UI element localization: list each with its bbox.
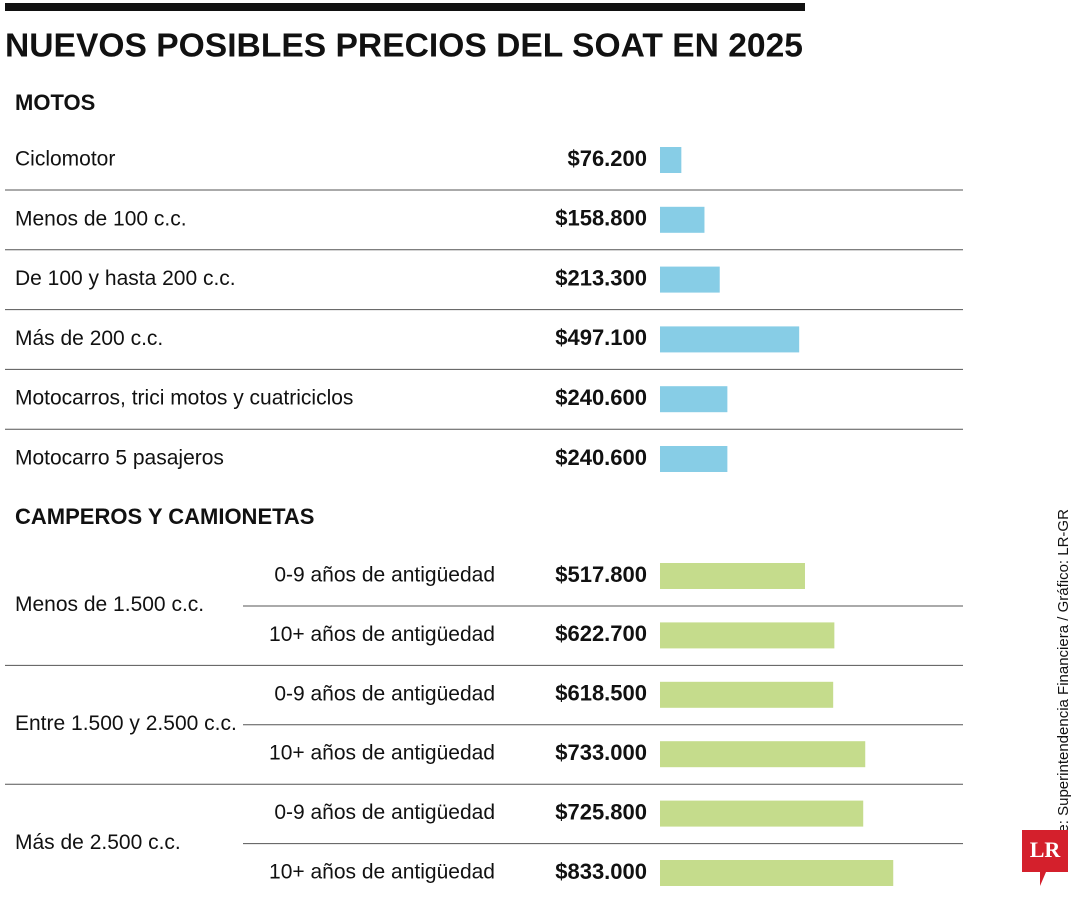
bar <box>660 147 682 173</box>
value-label: $622.700 <box>555 621 647 646</box>
bar <box>660 206 705 233</box>
group-label: Más de 2.500 c.c. <box>15 831 181 854</box>
bar <box>660 741 866 768</box>
value-label: $240.600 <box>555 385 647 410</box>
logo-box <box>1022 830 1068 886</box>
row-label: Menos de 100 c.c. <box>15 207 187 230</box>
bar <box>660 386 728 413</box>
row-label: 0-9 años de antigüedad <box>274 564 495 587</box>
value-label: $213.300 <box>555 265 647 290</box>
bar <box>660 860 894 886</box>
bar <box>660 800 864 827</box>
value-label: $733.000 <box>555 740 647 765</box>
top-rule <box>5 3 805 11</box>
row-label: Más de 200 c.c. <box>15 327 163 350</box>
row-label: 10+ años de antigüedad <box>269 742 495 765</box>
value-label: $240.600 <box>555 445 647 470</box>
row-label: Motocarro 5 pasajeros <box>15 447 224 470</box>
bar <box>660 266 720 293</box>
value-label: $618.500 <box>555 681 647 706</box>
value-label: $725.800 <box>555 799 647 824</box>
row-label: 10+ años de antigüedad <box>269 623 495 646</box>
row-label: 0-9 años de antigüedad <box>274 682 495 705</box>
bar <box>660 563 805 589</box>
bar <box>660 681 834 708</box>
value-label: $833.000 <box>555 859 647 884</box>
row-label: 10+ años de antigüedad <box>269 861 495 884</box>
bar <box>660 622 835 649</box>
logo: LR <box>1030 837 1062 862</box>
bar <box>660 446 728 472</box>
value-label: $158.800 <box>555 206 647 231</box>
value-label: $76.200 <box>567 146 647 171</box>
bar <box>660 326 800 353</box>
row-label: De 100 y hasta 200 c.c. <box>15 267 236 290</box>
section-title: MOTOS <box>15 90 95 115</box>
row-label: 0-9 años de antigüedad <box>274 801 495 824</box>
group-label: Entre 1.500 y 2.500 c.c. <box>15 712 237 735</box>
row-label: Ciclomotor <box>15 148 115 171</box>
chart-title: NUEVOS POSIBLES PRECIOS DEL SOAT EN 2025 <box>5 27 803 64</box>
value-label: $497.100 <box>555 325 647 350</box>
row-label: Motocarros, trici motos y cuatriciclos <box>15 387 353 410</box>
source: Fuente: Superintendencia Financiera / Gr… <box>1055 509 1072 871</box>
value-label: $517.800 <box>555 562 647 587</box>
group-label: Menos de 1.500 c.c. <box>15 593 204 616</box>
section-title: CAMPEROS Y CAMIONETAS <box>15 504 314 529</box>
